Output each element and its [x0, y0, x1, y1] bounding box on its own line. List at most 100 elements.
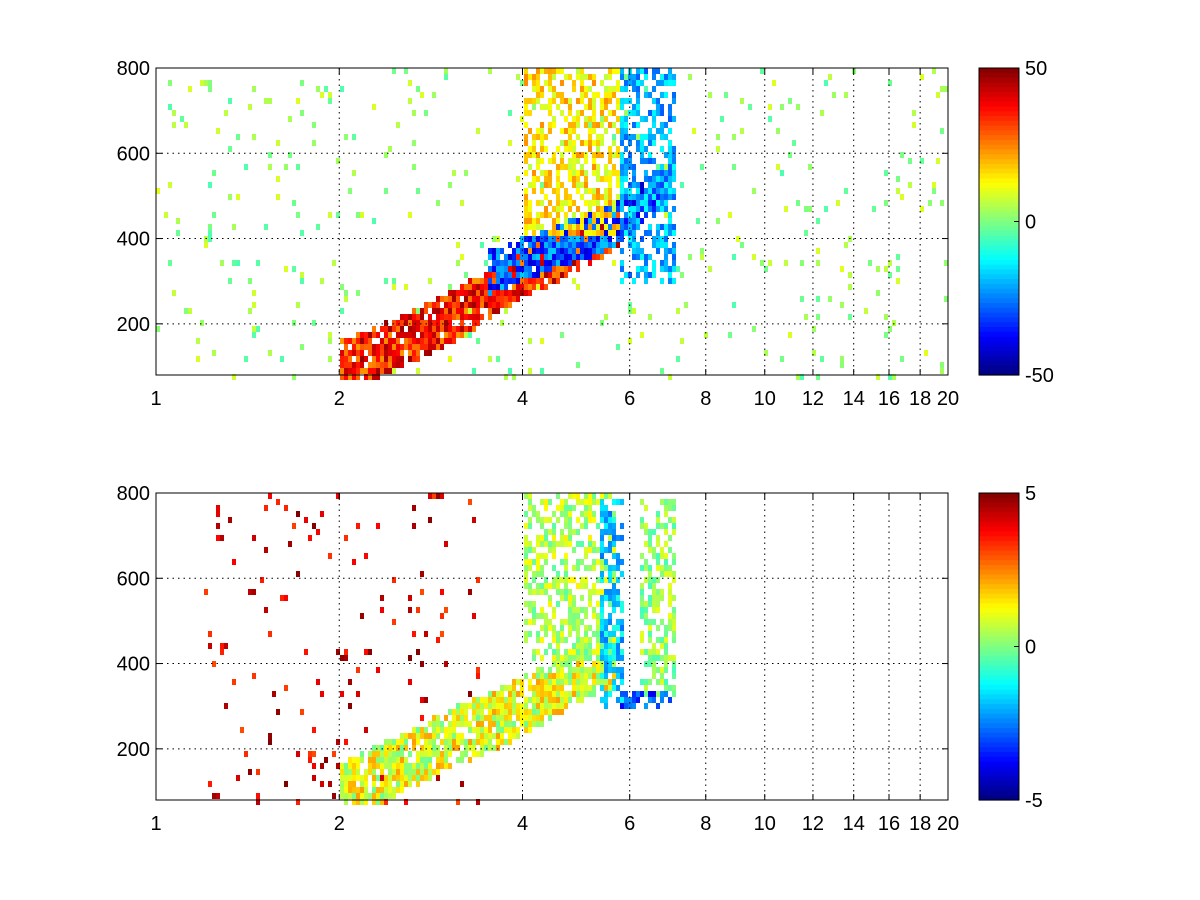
- heatmap-cell: [432, 332, 436, 338]
- heatmap-cell: [380, 368, 384, 374]
- heatmap-cell: [528, 248, 532, 254]
- heatmap-cell: [448, 745, 452, 751]
- heatmap-cell: [348, 350, 352, 356]
- heatmap-cell: [796, 374, 800, 380]
- heatmap-cell: [476, 799, 480, 805]
- colorbar-swatch: [979, 235, 1019, 242]
- heatmap-cell: [444, 326, 448, 332]
- heatmap-cell: [588, 649, 592, 655]
- heatmap-cell: [764, 350, 768, 356]
- heatmap-cell: [540, 146, 544, 152]
- heatmap-cell: [536, 565, 540, 571]
- heatmap-cell: [212, 661, 216, 667]
- heatmap-cell: [564, 242, 568, 248]
- heatmap-cell: [488, 697, 492, 703]
- heatmap-cell: [600, 697, 604, 703]
- heatmap-cell: [544, 212, 548, 218]
- colorbar-swatch: [979, 125, 1019, 131]
- heatmap-cell: [484, 260, 488, 266]
- heatmap-cell: [552, 116, 556, 122]
- heatmap-cell: [440, 613, 444, 619]
- heatmap-cell: [668, 116, 672, 122]
- heatmap-cell: [548, 80, 552, 86]
- heatmap-cell: [196, 356, 200, 362]
- heatmap-cell: [364, 793, 368, 799]
- heatmap-cell: [688, 254, 692, 260]
- heatmap-cell: [672, 230, 676, 236]
- heatmap-cell: [556, 667, 560, 673]
- heatmap-cell: [436, 296, 440, 302]
- heatmap-cell: [600, 655, 604, 661]
- heatmap-cell: [560, 152, 564, 158]
- heatmap-cell: [532, 655, 536, 661]
- heatmap-cell: [544, 685, 548, 691]
- heatmap-cell: [616, 673, 620, 679]
- heatmap-cell: [632, 200, 636, 206]
- heatmap-cell: [504, 278, 508, 284]
- heatmap-cell: [540, 128, 544, 134]
- heatmap-cell: [672, 595, 676, 601]
- heatmap-cell: [592, 673, 596, 679]
- heatmap-cell: [660, 80, 664, 86]
- heatmap-cell: [548, 200, 552, 206]
- heatmap-cell: [608, 679, 612, 685]
- heatmap-cell: [664, 176, 668, 182]
- heatmap-cell: [580, 164, 584, 170]
- heatmap-cell: [592, 499, 596, 505]
- heatmap-cell: [344, 787, 348, 793]
- heatmap-cell: [488, 302, 492, 308]
- heatmap-cell: [664, 224, 668, 230]
- heatmap-cell: [648, 158, 652, 164]
- heatmap-cell: [524, 721, 528, 727]
- heatmap-cell: [660, 266, 664, 272]
- heatmap-cell: [572, 601, 576, 607]
- heatmap-cell: [576, 631, 580, 637]
- heatmap-cell: [188, 308, 192, 314]
- heatmap-cell: [604, 170, 608, 176]
- heatmap-cell: [616, 637, 620, 643]
- heatmap-cell: [564, 230, 568, 236]
- heatmap-cell: [604, 188, 608, 194]
- heatmap-cell: [560, 511, 564, 517]
- heatmap-cell: [568, 529, 572, 535]
- heatmap-cell: [636, 182, 640, 188]
- heatmap-cell: [632, 248, 636, 254]
- heatmap-cell: [636, 80, 640, 86]
- heatmap-cell: [532, 589, 536, 595]
- heatmap-cell: [572, 254, 576, 260]
- heatmap-cell: [580, 511, 584, 517]
- heatmap-cell: [604, 176, 608, 182]
- heatmap-cell: [396, 781, 400, 787]
- heatmap-cell: [504, 727, 508, 733]
- heatmap-cell: [656, 655, 660, 661]
- heatmap-cell: [608, 691, 612, 697]
- heatmap-cell: [556, 224, 560, 230]
- heatmap-cell: [372, 775, 376, 781]
- heatmap-cell: [528, 631, 532, 637]
- heatmap-cell: [668, 188, 672, 194]
- heatmap-cell: [644, 703, 648, 709]
- heatmap-cell: [672, 559, 676, 565]
- heatmap-cell: [372, 745, 376, 751]
- heatmap-cell: [576, 176, 580, 182]
- y-tick-label: 200: [117, 739, 150, 761]
- heatmap-cell: [548, 266, 552, 272]
- heatmap-cell: [596, 212, 600, 218]
- heatmap-cell: [604, 589, 608, 595]
- heatmap-cell: [508, 296, 512, 302]
- heatmap-cell: [520, 721, 524, 727]
- heatmap-cell: [528, 242, 532, 248]
- heatmap-cell: [600, 577, 604, 583]
- heatmap-cell: [580, 679, 584, 685]
- heatmap-cell: [524, 254, 528, 260]
- heatmap-cell: [336, 493, 340, 499]
- heatmap-cell: [560, 691, 564, 697]
- heatmap-cell: [496, 296, 500, 302]
- heatmap-cell: [616, 344, 620, 350]
- heatmap-cell: [440, 727, 444, 733]
- heatmap-cell: [772, 80, 776, 86]
- heatmap-cell: [184, 122, 188, 128]
- heatmap-cell: [492, 278, 496, 284]
- heatmap-cell: [424, 110, 428, 116]
- heatmap-cell: [360, 362, 364, 368]
